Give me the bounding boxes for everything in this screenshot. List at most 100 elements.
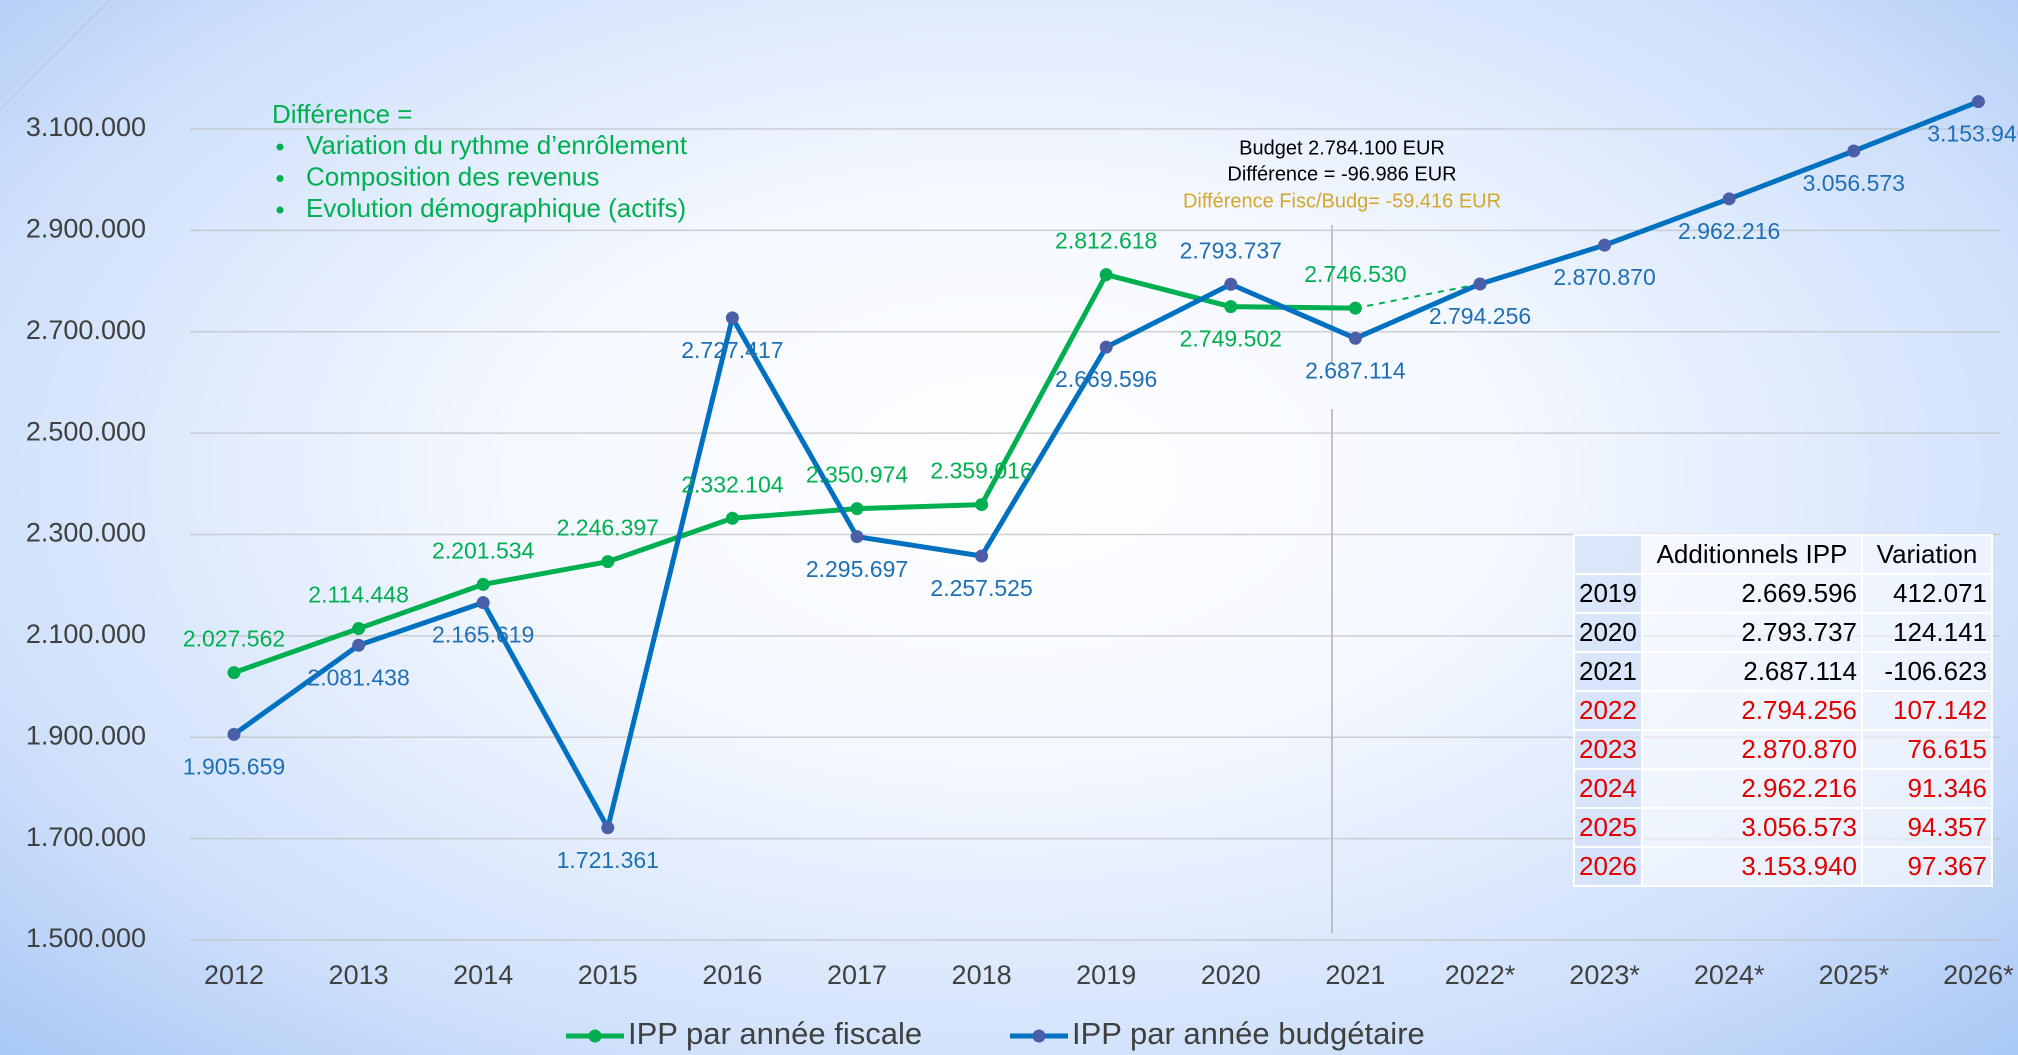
table-row: 2024 2.962.216 91.346 bbox=[1573, 768, 1993, 809]
table-row: 2023 2.870.870 76.615 bbox=[1573, 729, 1993, 770]
data-label: 2.870.870 bbox=[1553, 264, 1655, 290]
decor-line bbox=[0, 0, 111, 112]
y-tick-label: 3.100.000 bbox=[26, 112, 146, 142]
data-label: 2.962.216 bbox=[1678, 218, 1780, 244]
x-tick-label: 2016 bbox=[702, 960, 762, 990]
x-tick-label: 2014 bbox=[453, 960, 513, 990]
data-label: 3.056.573 bbox=[1803, 170, 1905, 196]
table-cell: 2025 bbox=[1573, 807, 1643, 848]
data-label: 2.350.974 bbox=[806, 462, 909, 488]
bullet bbox=[276, 175, 284, 182]
data-point bbox=[1099, 340, 1113, 354]
data-label: 2.727.417 bbox=[681, 337, 783, 363]
x-tick-label: 2015 bbox=[578, 960, 638, 990]
annotation-bullet: Composition des revenus bbox=[306, 161, 599, 191]
data-label: 2.793.737 bbox=[1180, 237, 1282, 263]
data-label: 2.246.397 bbox=[557, 515, 659, 541]
table-cell: 2021 bbox=[1573, 651, 1643, 692]
data-label: 2.669.596 bbox=[1055, 366, 1157, 392]
data-label: 2.746.530 bbox=[1304, 261, 1406, 287]
data-label: 1.905.659 bbox=[183, 753, 285, 779]
data-point bbox=[601, 821, 615, 835]
data-label: 2.027.562 bbox=[183, 626, 285, 652]
data-point bbox=[227, 727, 241, 741]
legend-marker bbox=[588, 1029, 602, 1043]
table-cell: 91.346 bbox=[1861, 768, 1993, 809]
data-point bbox=[476, 577, 490, 591]
data-point bbox=[1348, 301, 1362, 315]
data-point bbox=[476, 596, 490, 610]
data-table: Additionnels IPP Variation 2019 2.669.596 41… bbox=[1573, 534, 1993, 887]
x-tick-label: 2020 bbox=[1201, 960, 1261, 990]
budget-note: Budget 2.784.100 EUR bbox=[1239, 137, 1445, 159]
table-cell: 97.367 bbox=[1861, 846, 1993, 887]
table-cell: 2023 bbox=[1573, 729, 1643, 770]
y-tick-label: 2.700.000 bbox=[26, 315, 146, 345]
x-tick-label: 2022* bbox=[1445, 960, 1516, 990]
data-point bbox=[352, 622, 366, 636]
x-tick-label: 2018 bbox=[952, 960, 1012, 990]
data-point bbox=[227, 666, 241, 680]
difference-fisc-note: Différence Fisc/Budg= -59.416 EUR bbox=[1183, 190, 1501, 212]
data-point bbox=[1598, 238, 1612, 252]
table-cell: 2.793.737 bbox=[1641, 612, 1863, 653]
data-point bbox=[850, 502, 864, 516]
data-label: 1.721.361 bbox=[557, 847, 659, 873]
x-tick-label: 2019 bbox=[1076, 960, 1136, 990]
table-header: Additionnels IPP Variation bbox=[1573, 534, 1993, 575]
table-row: 2019 2.669.596 412.071 bbox=[1573, 573, 1993, 614]
data-point bbox=[1722, 192, 1736, 206]
y-tick-label: 2.300.000 bbox=[26, 518, 146, 548]
data-point bbox=[975, 549, 989, 563]
data-point bbox=[1847, 144, 1861, 158]
data-label: 2.749.502 bbox=[1180, 326, 1282, 352]
table-row: 2026 3.153.940 97.367 bbox=[1573, 846, 1993, 887]
data-point bbox=[725, 311, 739, 325]
x-tick-label: 2025* bbox=[1819, 960, 1890, 990]
y-tick-label: 2.900.000 bbox=[26, 214, 146, 244]
annotation-bullet: Evolution démographique (actifs) bbox=[306, 193, 686, 223]
data-point bbox=[1224, 277, 1238, 291]
legend-marker bbox=[1032, 1029, 1046, 1043]
x-tick-label: 2012 bbox=[204, 960, 264, 990]
trend-connector bbox=[1355, 282, 1481, 310]
data-point bbox=[1348, 331, 1362, 345]
table-cell: 2020 bbox=[1573, 612, 1643, 653]
bullet bbox=[276, 206, 284, 214]
table-row: 2022 2.794.256 107.142 bbox=[1573, 690, 1993, 731]
data-label: 2.812.618 bbox=[1055, 228, 1157, 254]
y-tick-label: 2.100.000 bbox=[26, 619, 146, 649]
data-point bbox=[725, 511, 739, 525]
data-label: 2.257.525 bbox=[930, 575, 1032, 601]
table-cell: 2026 bbox=[1573, 846, 1643, 887]
table-cell: 2.870.870 bbox=[1641, 729, 1863, 770]
table-cell: Additionnels IPP bbox=[1641, 534, 1863, 575]
annotation-heading: Différence = bbox=[272, 99, 412, 129]
y-tick-label: 1.900.000 bbox=[26, 720, 146, 750]
table-cell: 3.056.573 bbox=[1641, 807, 1863, 848]
table-cell: Variation bbox=[1861, 534, 1993, 575]
data-label: 2.081.438 bbox=[307, 664, 409, 690]
table-row: 2021 2.687.114 -106.623 bbox=[1573, 651, 1993, 692]
y-tick-label: 1.500.000 bbox=[26, 923, 146, 953]
data-point bbox=[850, 530, 864, 544]
table-cell: -106.623 bbox=[1861, 651, 1993, 692]
table-cell: 94.357 bbox=[1861, 807, 1993, 848]
table-cell: 76.615 bbox=[1861, 729, 1993, 770]
data-label: 2.794.256 bbox=[1429, 303, 1531, 329]
table-cell: 2024 bbox=[1573, 768, 1643, 809]
legend-label: IPP par année budgétaire bbox=[1072, 1016, 1425, 1051]
data-label: 2.687.114 bbox=[1305, 357, 1406, 383]
x-tick-label: 2013 bbox=[329, 960, 389, 990]
data-point bbox=[601, 555, 615, 569]
annotation-bullet: Variation du rythme d’enrôlement bbox=[306, 130, 688, 160]
table-cell: 124.141 bbox=[1861, 612, 1993, 653]
data-point bbox=[1099, 268, 1113, 282]
data-label: 2.165.619 bbox=[432, 622, 534, 648]
table-cell: 3.153.940 bbox=[1641, 846, 1863, 887]
legend-label: IPP par année fiscale bbox=[628, 1016, 922, 1051]
x-tick-label: 2024* bbox=[1694, 960, 1765, 990]
series-line bbox=[233, 272, 1356, 675]
